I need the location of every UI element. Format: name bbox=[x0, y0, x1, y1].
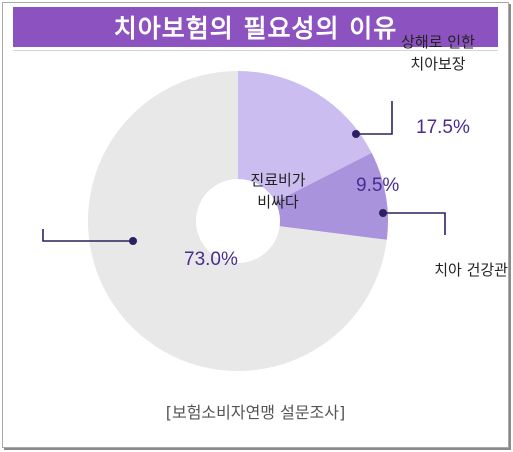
value-label-3: 73.0% bbox=[184, 249, 238, 270]
leader-line-2 bbox=[383, 212, 446, 235]
title-bar: 치아보험의 필요성의 이유 bbox=[13, 7, 498, 47]
category-label-3-line-1: 진료비가 bbox=[250, 171, 305, 189]
category-label-1-line-2: 치아보장 bbox=[410, 55, 465, 73]
source-note: [보험소비자연맹 설문조사] bbox=[165, 403, 346, 422]
donut-slice-1 bbox=[238, 71, 372, 202]
donut-slice-3 bbox=[88, 71, 387, 372]
chart-title: 치아보험의 필요성의 이유 bbox=[113, 14, 398, 43]
title-divider bbox=[13, 50, 498, 51]
donut-slice-2 bbox=[275, 152, 388, 240]
category-label-3-line-2: 비싸다 bbox=[257, 193, 299, 211]
category-label-2-line-1: 치아 건강관리 bbox=[434, 261, 508, 279]
leader-line-3 bbox=[42, 229, 133, 242]
value-label-2: 9.5% bbox=[356, 175, 399, 196]
category-label-1-line-1: 상해로 인한 bbox=[401, 33, 475, 51]
leader-line-1 bbox=[356, 101, 393, 135]
value-label-1: 17.5% bbox=[416, 117, 470, 138]
